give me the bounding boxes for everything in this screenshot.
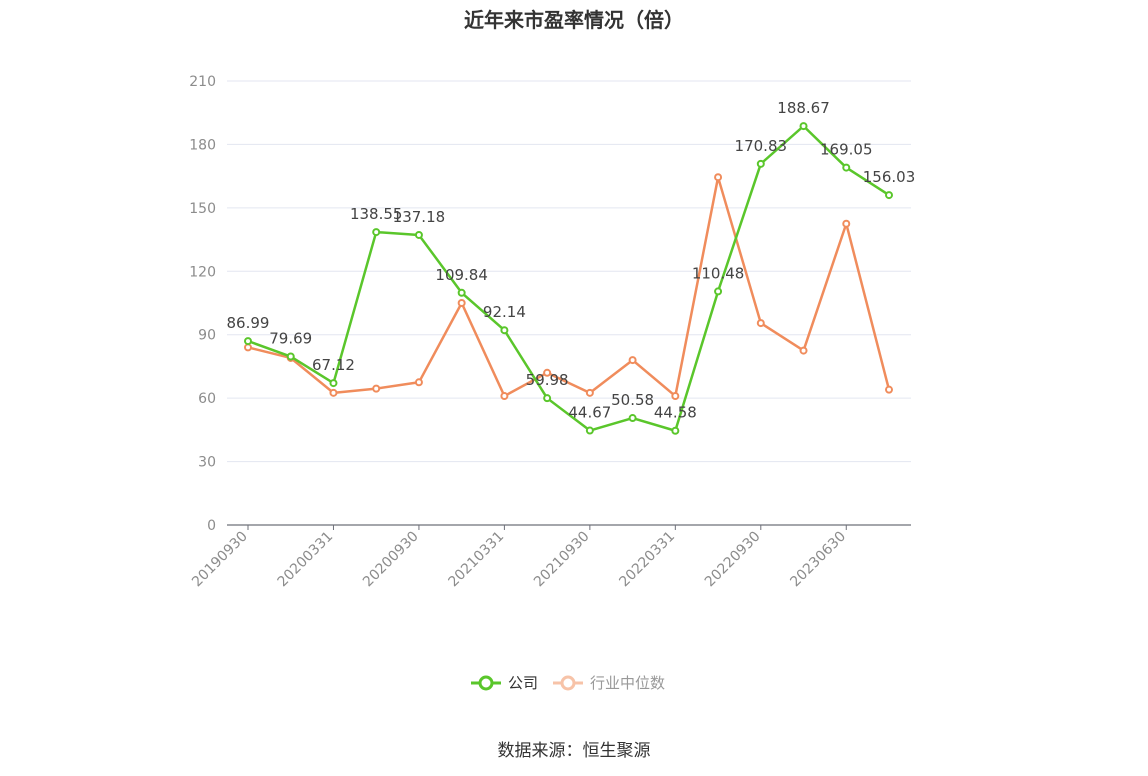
data-label: 170.83 [735, 137, 788, 155]
legend: 公司 行业中位数 [470, 672, 679, 693]
data-point [842, 163, 851, 172]
data-point [628, 414, 637, 423]
source-note: 数据来源：恒生聚源 [497, 741, 651, 761]
data-label: 109.84 [435, 266, 488, 284]
y-tick-label: 0 [207, 518, 216, 534]
x-tick-label: 20210331 [446, 529, 508, 591]
data-label: 110.48 [692, 264, 745, 282]
data-point [500, 326, 509, 335]
x-tick-label: 20220930 [702, 529, 764, 591]
grid-lines [227, 80, 911, 463]
legend-industry-label: 行业中位数 [590, 674, 666, 692]
data-point [756, 159, 765, 168]
legend-item-industry[interactable]: 行业中位数 [552, 672, 665, 693]
data-point [885, 191, 893, 200]
x-tick-label: 20210930 [531, 529, 593, 591]
x-tick-label: 20220331 [616, 529, 678, 591]
data-point [457, 299, 466, 307]
data-point [585, 426, 594, 435]
x-tick-label: 20190930 [189, 529, 251, 591]
series-line [247, 175, 891, 398]
x-tick-label: 20200930 [360, 529, 422, 591]
data-point [885, 385, 893, 394]
data-point [842, 219, 851, 228]
series-layer [244, 122, 893, 435]
legend-company-icon [471, 675, 501, 690]
data-point [372, 384, 381, 393]
data-label: 188.67 [777, 99, 830, 117]
data-label: 59.98 [526, 371, 569, 389]
data-label: 137.18 [393, 208, 446, 226]
y-tick-label: 150 [189, 201, 216, 217]
data-point [244, 337, 252, 346]
x-axis: 20190930 20200331 20200930 20210331 20210930… [189, 524, 911, 591]
data-point [628, 356, 637, 365]
data-point [671, 426, 680, 435]
data-label: 138.55 [350, 205, 403, 223]
legend-item-company[interactable]: 公司 [470, 672, 538, 693]
data-point [244, 343, 252, 352]
data-label: 44.58 [654, 404, 697, 422]
data-point [372, 228, 381, 237]
data-point [543, 394, 552, 403]
data-label: 50.58 [611, 391, 654, 409]
data-point [286, 352, 295, 361]
data-point [329, 388, 338, 397]
data-point [799, 122, 808, 131]
y-tick-label: 60 [198, 391, 216, 407]
y-tick-label: 180 [189, 137, 216, 153]
y-tick-label: 30 [198, 455, 216, 471]
data-label: 44.67 [568, 404, 611, 422]
y-axis: 0 30 60 90 120 150 180 210 [189, 74, 216, 534]
y-tick-label: 90 [198, 328, 216, 344]
x-tick-label: 20200331 [275, 529, 337, 591]
chart-title: 近年来市盈率情况（倍） [464, 8, 684, 32]
data-label: 92.14 [483, 303, 526, 321]
series-line [247, 124, 890, 432]
data-label: 67.12 [312, 356, 355, 374]
data-point [714, 287, 723, 296]
data-label: 169.05 [820, 141, 873, 159]
data-point [414, 230, 423, 239]
data-label: 86.99 [227, 314, 270, 332]
data-point [714, 173, 723, 182]
data-point [756, 319, 765, 328]
data-point [457, 288, 466, 297]
data-point [329, 379, 338, 388]
y-tick-label: 210 [189, 74, 216, 90]
data-label: 156.03 [863, 168, 916, 186]
data-point [414, 378, 423, 387]
legend-company-label: 公司 [508, 674, 539, 692]
legend-industry-icon [553, 675, 584, 690]
data-label: 79.69 [269, 330, 312, 348]
y-tick-label: 120 [189, 264, 216, 280]
data-point [799, 346, 808, 355]
data-point [671, 392, 680, 401]
x-tick-label: 20230630 [787, 529, 849, 591]
data-point [500, 392, 509, 401]
data-point [543, 368, 552, 377]
data-point [585, 388, 594, 397]
